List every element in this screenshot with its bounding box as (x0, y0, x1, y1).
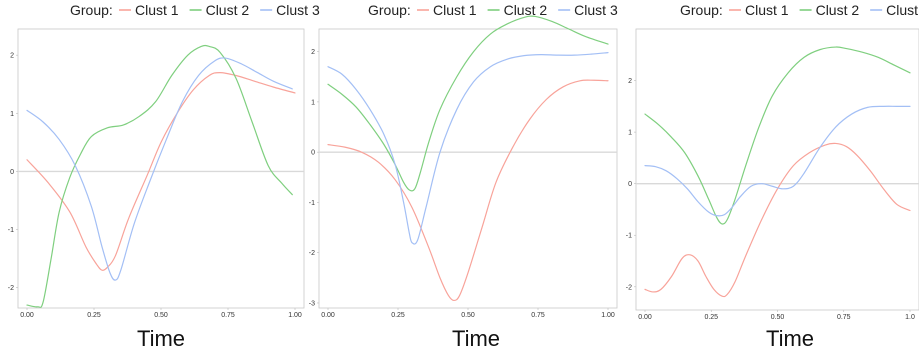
series-line-clust-1 (644, 142, 911, 298)
series-line-clust-3 (327, 52, 609, 245)
x-tick-label: 0.25 (391, 312, 405, 319)
y-tick-label: 2 (628, 78, 632, 85)
series-line-clust-2 (26, 44, 293, 308)
series-line-clust-1 (327, 79, 609, 302)
y-tick-label: 0 (311, 150, 315, 157)
y-tick-label: 1 (10, 111, 14, 118)
legend-title: Group: (368, 2, 411, 18)
x-tick-label: 0.50 (461, 312, 475, 319)
y-tick-label: -1 (8, 227, 14, 234)
y-tick-label: -1 (626, 233, 632, 240)
y-tick-label: -2 (626, 284, 632, 291)
x-tick-label: 0.00 (638, 314, 652, 321)
x-tick-label: 1.0 (905, 314, 915, 321)
chart-panel-2: Group: Clust 1 Clust 2 Clust 3 -3 -2 -1 0 1 2 0.00… (309, 2, 618, 351)
y-tick-label: 0 (10, 169, 14, 176)
plot-area (17, 28, 305, 309)
x-tick-label: 0.00 (20, 312, 34, 319)
legend-label-clust-2: Clust 2 (504, 2, 548, 18)
x-tick-label: 0.50 (771, 314, 785, 321)
legend-label-clust-3: Clust 3 (574, 2, 618, 18)
legend-title: Group: (680, 2, 723, 18)
y-tick-label: 2 (10, 53, 14, 60)
y-tick-label: 1 (311, 99, 315, 106)
legend-label-clust-2: Clust 2 (206, 2, 250, 18)
x-tick-label: 0.75 (837, 314, 851, 321)
legend: Group: Clust 1 Clust 2 Clust 3 (70, 2, 320, 18)
x-axis-title: Time (766, 326, 814, 351)
legend-label-clust-1: Clust 1 (433, 2, 477, 18)
y-tick-label: -1 (309, 200, 315, 207)
series-line-clust-1 (26, 71, 296, 271)
x-tick-label: 1.00 (288, 312, 302, 319)
y-tick-label: 2 (311, 49, 315, 56)
series-line-clust-2 (644, 46, 911, 225)
y-tick-label: 1 (628, 130, 632, 137)
x-tick-label: 0.00 (321, 312, 335, 319)
legend-title: Group: (70, 2, 113, 18)
series-line-clust-3 (644, 105, 911, 217)
chart-panel-3: Group: Clust 1 Clust 2 Clust 3 -2 -1 0 1 2 0.00 0.… (626, 2, 919, 351)
x-axis-title: Time (452, 326, 500, 351)
x-tick-label: 0.50 (154, 312, 168, 319)
series-line-clust-3 (26, 57, 293, 281)
x-tick-label: 0.75 (221, 312, 235, 319)
plot-area (635, 28, 919, 311)
legend-label-clust-1: Clust 1 (135, 2, 179, 18)
x-tick-label: 1.00 (601, 312, 615, 319)
x-axis-title: Time (137, 326, 185, 351)
legend-label-clust-1: Clust 1 (745, 2, 789, 18)
series-line-clust-2 (327, 15, 609, 192)
y-tick-label: -3 (309, 300, 315, 307)
y-tick-label: -2 (8, 285, 14, 292)
x-tick-label: 0.75 (531, 312, 545, 319)
legend: Group: Clust 1 Clust 2 Clust 3 (368, 2, 618, 18)
legend-label-clust-3: Clust 3 (276, 2, 320, 18)
legend-label-clust-3: Clust 3 (886, 2, 919, 18)
chart-panel-1: Group: Clust 1 Clust 2 Clust 3 -2 -1 0 1 2 0.00 0.… (8, 2, 320, 351)
legend-label-clust-2: Clust 2 (816, 2, 860, 18)
plot-area (318, 28, 618, 309)
legend: Group: Clust 1 Clust 2 Clust 3 (680, 2, 919, 18)
x-tick-label: 0.25 (87, 312, 101, 319)
y-tick-label: 0 (628, 181, 632, 188)
y-tick-label: -2 (309, 250, 315, 257)
x-tick-label: 0.25 (704, 314, 718, 321)
